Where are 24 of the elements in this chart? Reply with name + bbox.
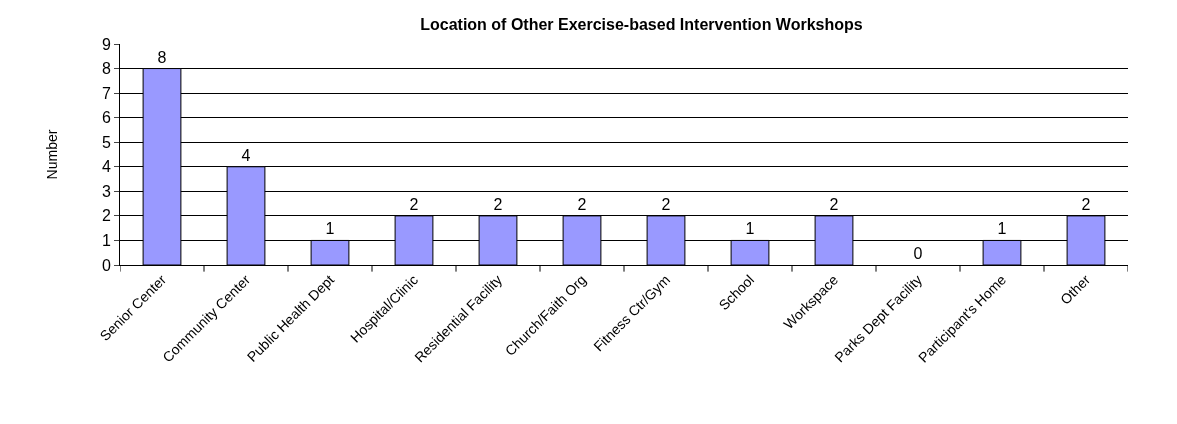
y-tick-label: 3 [101,182,111,200]
data-label: 2 [493,195,503,213]
y-tick-label: 6 [101,109,111,127]
data-label: 1 [745,220,755,238]
data-label: 1 [997,220,1007,238]
y-tick-label: 2 [101,207,111,225]
y-tick-label: 0 [101,256,111,274]
y-tick-label: 9 [101,35,111,53]
data-label: 2 [661,195,671,213]
y-tick-label: 1 [101,232,111,250]
y-axis-title: Number [44,129,61,180]
data-label: 8 [157,48,167,66]
data-label: 0 [913,245,923,262]
data-label: 1 [325,220,335,238]
y-tick-label: 8 [101,60,111,78]
y-tick-label: 4 [101,158,111,176]
data-label: 2 [829,195,839,213]
data-label: 2 [1081,195,1091,213]
data-label: 4 [241,146,251,164]
y-tick-label: 5 [101,133,111,151]
data-label: 2 [577,195,587,213]
y-tick-label: 7 [101,84,111,102]
data-label: 2 [409,195,419,213]
chart-title: Location of Other Exercise-based Intervention Workshops [420,16,863,34]
